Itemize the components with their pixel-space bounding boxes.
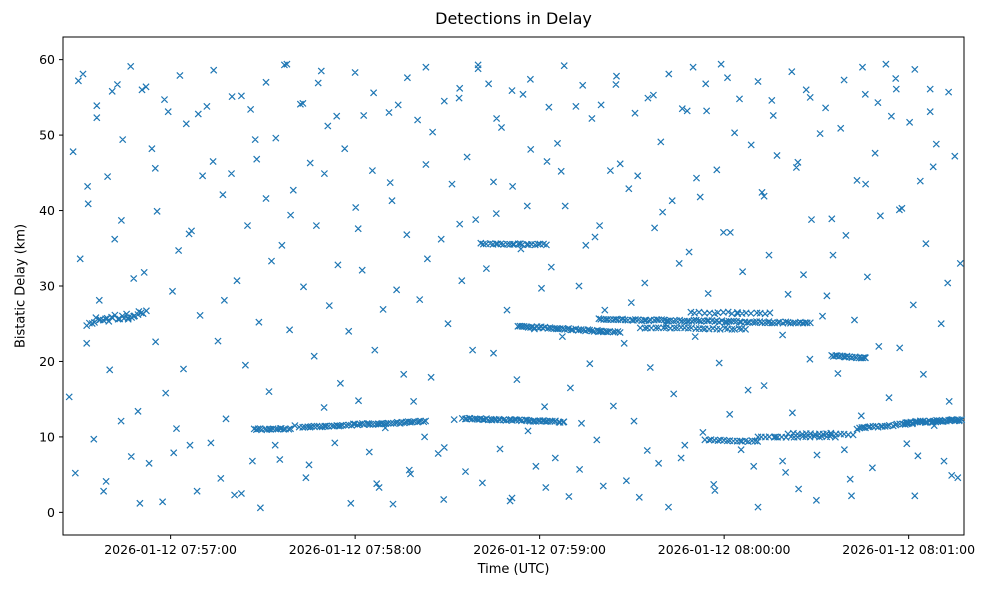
y-tick-label: 0 [47,505,55,520]
y-axis-label: Bistatic Delay (km) [13,223,29,349]
y-tick-label: 10 [39,429,55,444]
y-tick-label: 60 [39,52,55,67]
y-tick-label: 20 [39,354,55,369]
x-axis-label: Time (UTC) [477,562,550,577]
x-tick-label: 2026-01-12 08:00:00 [658,542,791,557]
scatter-points [65,60,966,512]
chart-title: Detections in Delay [435,9,592,28]
x-tick-label: 2026-01-12 08:01:00 [842,542,975,557]
y-axis-ticks: 0 10 20 30 40 50 60 [39,52,63,520]
y-tick-label: 40 [39,203,55,218]
x-tick-label: 2026-01-12 07:57:00 [104,542,237,557]
x-tick-label: 2026-01-12 07:58:00 [289,542,422,557]
y-tick-label: 50 [39,128,55,143]
y-tick-label: 30 [39,279,55,294]
x-tick-label: 2026-01-12 07:59:00 [473,542,606,557]
axes-box [62,36,965,536]
x-axis-ticks: 2026-01-12 07:57:00 2026-01-12 07:58:00 20… [104,535,975,557]
